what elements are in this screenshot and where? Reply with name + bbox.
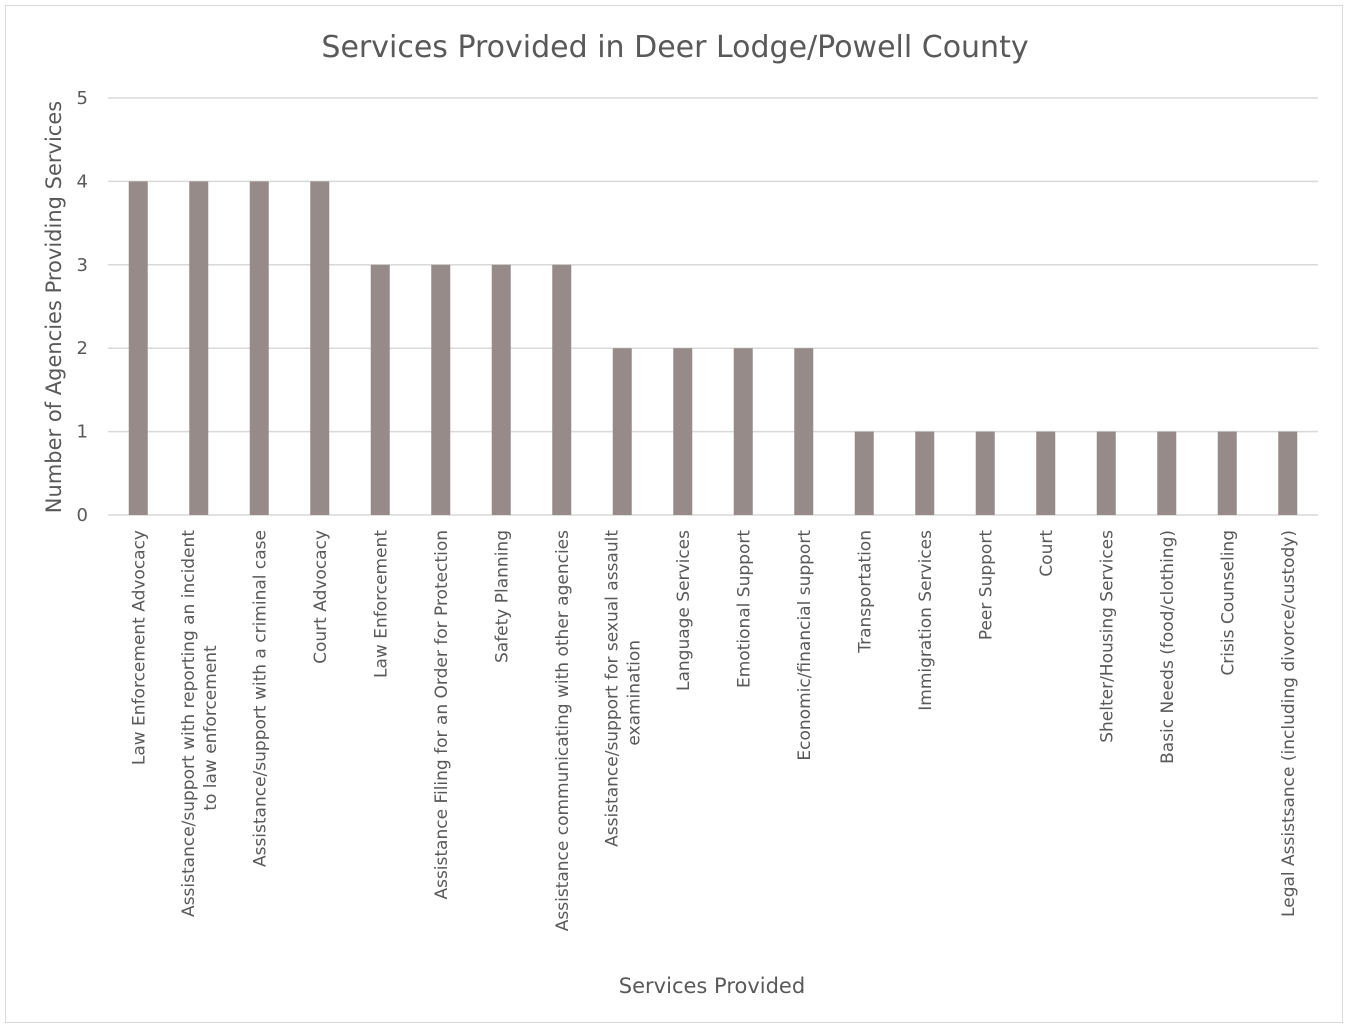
bar bbox=[370, 264, 390, 515]
category-label-line: Shelter/Housing Services bbox=[1097, 530, 1117, 743]
category-label-line: Assistance/support with reporting an inc… bbox=[179, 530, 199, 917]
category-label: Assistance/support for sexual assault exa… bbox=[602, 530, 644, 847]
category-label-line: Assistance communicating with other agen… bbox=[553, 530, 573, 931]
y-tick-label: 5 bbox=[77, 88, 88, 109]
category-label: Immigration Services bbox=[916, 530, 936, 711]
y-tick-labels: 0 1 2 3 4 5 bbox=[77, 88, 88, 526]
category-label: Assistance/support with a criminal case bbox=[250, 530, 270, 867]
category-label: Court bbox=[1037, 530, 1057, 577]
bar bbox=[128, 181, 148, 515]
category-label-line: Law Enforcement Advocacy bbox=[129, 530, 149, 765]
bar bbox=[794, 348, 814, 515]
bar bbox=[310, 181, 330, 515]
category-label: Assistance Filing for an Order for Prote… bbox=[432, 530, 452, 900]
chart-title: Services Provided in Deer Lodge/Powell C… bbox=[321, 30, 1028, 65]
category-label-line: Basic Needs (food/clothing) bbox=[1158, 530, 1178, 764]
bar bbox=[673, 348, 693, 515]
category-label: Emotional Support bbox=[734, 530, 754, 688]
bar bbox=[189, 181, 209, 515]
category-labels: Law Enforcement Advocacy Assistance/suppo… bbox=[129, 530, 1299, 932]
bar bbox=[612, 348, 632, 515]
bar bbox=[854, 431, 874, 515]
category-label: Basic Needs (food/clothing) bbox=[1158, 530, 1178, 764]
y-tick-label: 1 bbox=[77, 422, 88, 443]
category-label-line: to law enforcement bbox=[201, 645, 221, 811]
category-label-line: Language Services bbox=[674, 530, 694, 691]
category-label-line: Assistance/support for sexual assault bbox=[602, 530, 622, 847]
x-axis-title: Services Provided bbox=[619, 974, 805, 998]
category-label: Law Enforcement bbox=[371, 530, 391, 678]
category-label-line: Immigration Services bbox=[916, 530, 936, 711]
category-label: Court Advocacy bbox=[311, 530, 331, 664]
gridlines bbox=[108, 97, 1318, 516]
category-label: Safety Planning bbox=[492, 530, 512, 663]
category-label: Economic/financial support bbox=[795, 530, 815, 761]
category-label: Peer Support bbox=[976, 530, 996, 640]
category-label-line: Assistance/support with a criminal case bbox=[250, 530, 270, 867]
category-label-line: Legal Assistsance (including divorce/cus… bbox=[1279, 530, 1299, 917]
category-label-line: Transportation bbox=[855, 530, 875, 654]
y-axis-title: Number of Agencies Providing Services bbox=[42, 101, 66, 513]
category-label-line: Safety Planning bbox=[492, 530, 512, 663]
bar bbox=[1278, 431, 1298, 515]
category-label-line: Crisis Counseling bbox=[1218, 530, 1238, 676]
category-label-line: Emotional Support bbox=[734, 530, 754, 688]
bar bbox=[249, 181, 269, 515]
bar bbox=[1036, 431, 1056, 515]
category-label: Assistance communicating with other agen… bbox=[553, 530, 573, 931]
category-label-line: examination bbox=[624, 640, 644, 746]
bar bbox=[975, 431, 995, 515]
category-label-line: Assistance Filing for an Order for Prote… bbox=[432, 530, 452, 900]
bar bbox=[552, 264, 572, 515]
category-label-line: Economic/financial support bbox=[795, 530, 815, 761]
bar bbox=[915, 431, 935, 515]
y-tick-label: 0 bbox=[77, 505, 88, 526]
y-tick-label: 4 bbox=[77, 171, 88, 192]
bar bbox=[733, 348, 753, 515]
category-label: Transportation bbox=[855, 530, 875, 654]
category-label: Language Services bbox=[674, 530, 694, 691]
category-label-line: Court bbox=[1037, 530, 1057, 577]
category-label: Law Enforcement Advocacy bbox=[129, 530, 149, 765]
category-label: Crisis Counseling bbox=[1218, 530, 1238, 676]
bar bbox=[431, 264, 451, 515]
category-label-line: Law Enforcement bbox=[371, 530, 391, 678]
category-label: Assistance/support with reporting an inc… bbox=[179, 530, 221, 917]
bar bbox=[491, 264, 511, 515]
category-label-line: Court Advocacy bbox=[311, 530, 331, 664]
bars bbox=[128, 181, 1298, 515]
bar bbox=[1157, 431, 1177, 515]
category-label: Legal Assistsance (including divorce/cus… bbox=[1279, 530, 1299, 917]
category-label-line: Peer Support bbox=[976, 530, 996, 640]
y-tick-label: 2 bbox=[77, 338, 88, 359]
bar bbox=[1217, 431, 1237, 515]
bar bbox=[1096, 431, 1116, 515]
category-label: Shelter/Housing Services bbox=[1097, 530, 1117, 743]
y-tick-label: 3 bbox=[77, 255, 88, 276]
